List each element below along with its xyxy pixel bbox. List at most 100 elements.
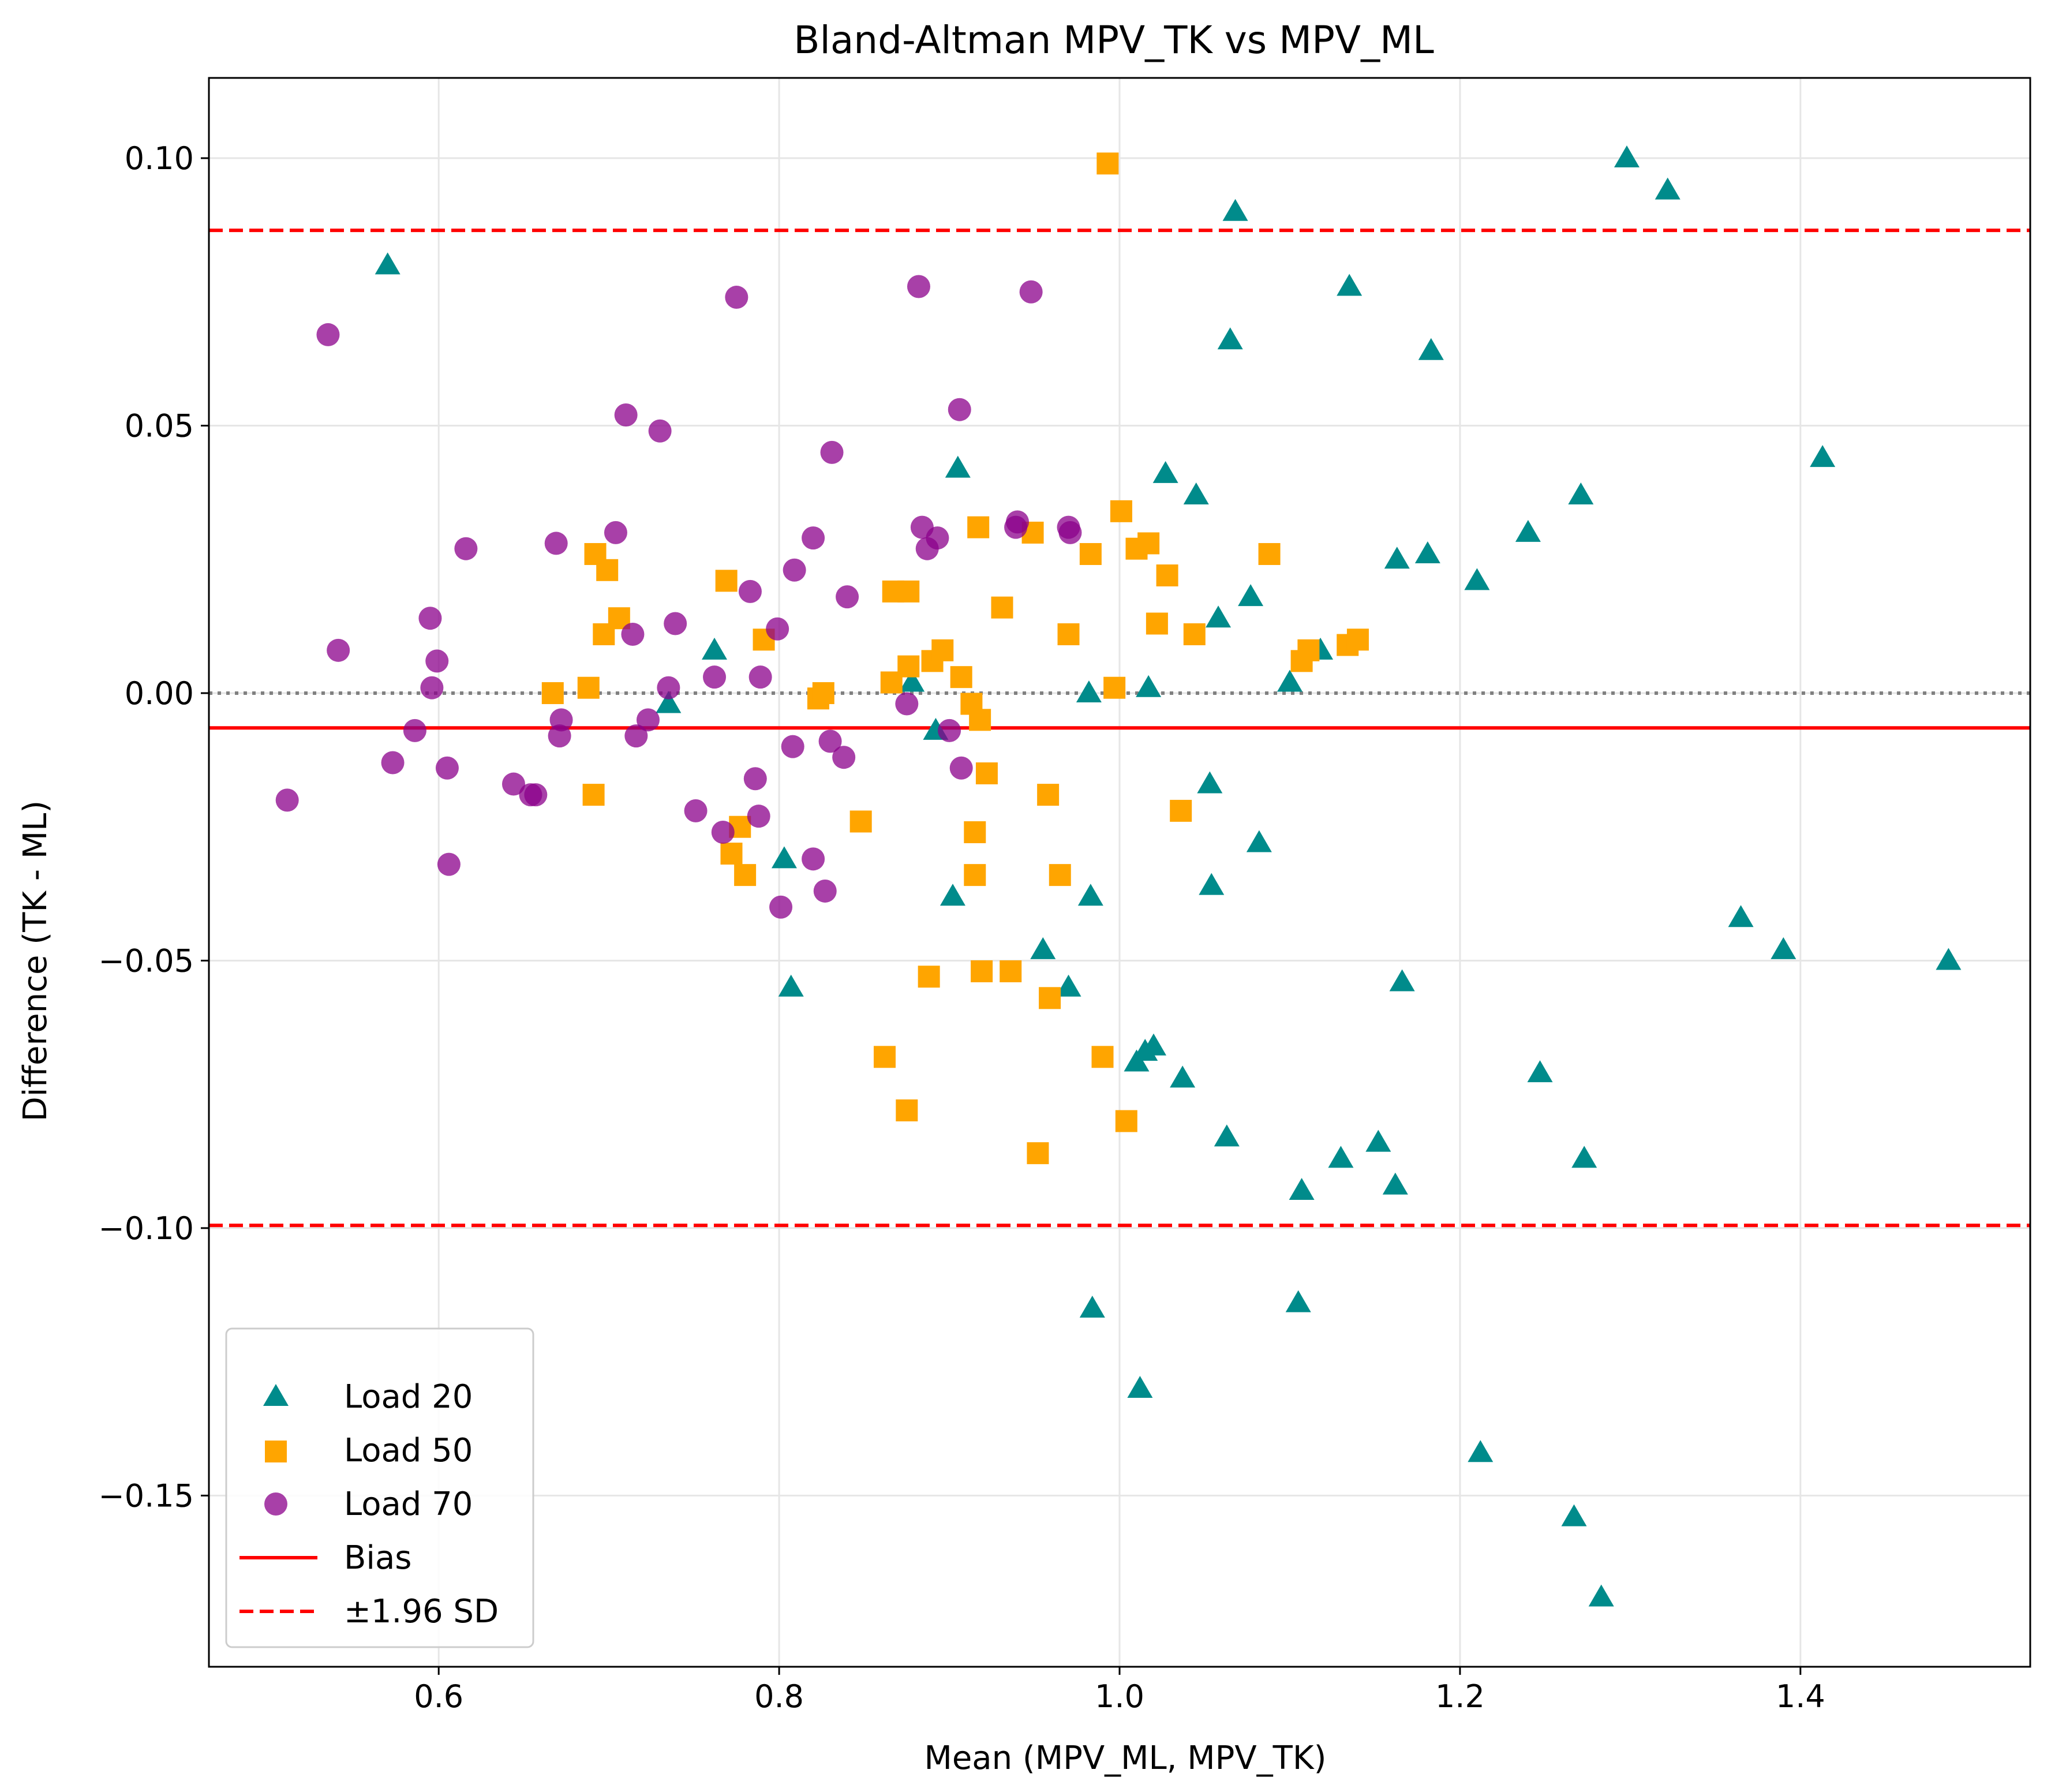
data-point [899, 669, 925, 692]
data-point [1389, 969, 1415, 992]
legend: Load 20 Load 50 Load 70 Bias ±1.96 SD [225, 1327, 534, 1648]
data-point [1103, 676, 1126, 699]
data-point [275, 788, 299, 812]
data-point [938, 719, 961, 742]
data-point [895, 692, 919, 716]
data-point [381, 751, 405, 775]
data-point [1328, 1146, 1354, 1168]
data-point [926, 526, 949, 550]
y-tick-label: 0.10 [125, 140, 194, 177]
data-point [1468, 1440, 1494, 1462]
data-point [524, 783, 548, 807]
data-point [849, 810, 872, 833]
data-point [945, 455, 971, 478]
data-point [971, 960, 993, 982]
y-tick-label: −0.05 [99, 942, 194, 979]
data-point [836, 585, 859, 609]
data-point [1346, 628, 1369, 651]
data-point [1277, 669, 1303, 692]
data-point [715, 570, 738, 592]
data-point [1127, 1375, 1153, 1398]
data-point [967, 516, 990, 538]
data-point [1137, 532, 1160, 555]
data-point [1217, 327, 1243, 350]
data-point [1238, 584, 1264, 607]
data-point [771, 846, 797, 869]
data-point [964, 864, 986, 886]
data-point [1146, 612, 1168, 635]
data-point [766, 617, 789, 641]
data-point [802, 526, 825, 550]
data-point [1515, 519, 1541, 542]
data-point [1414, 541, 1440, 563]
data-point [1006, 510, 1030, 534]
data-point [544, 532, 568, 555]
series-load-20 [375, 145, 1962, 1607]
data-point [1140, 1033, 1166, 1056]
data-point [931, 639, 954, 661]
data-point [437, 852, 461, 876]
data-point [1000, 960, 1022, 982]
data-point [577, 676, 600, 699]
data-point [327, 638, 350, 662]
data-point [1384, 547, 1410, 569]
data-point [420, 676, 444, 699]
data-point [950, 666, 972, 689]
data-point [1214, 1124, 1240, 1147]
chart-title: Bland-Altman MPV_TK vs MPV_ML [794, 18, 1434, 62]
data-point [1197, 771, 1223, 794]
x-axis-ticks: 0.6 0.8 1.0 1.2 1.4 [414, 1667, 1825, 1715]
data-point [969, 709, 991, 731]
data-point [1382, 1172, 1408, 1195]
data-point [1527, 1060, 1553, 1083]
data-point [720, 843, 743, 865]
data-point [991, 596, 1013, 619]
data-point [1037, 784, 1060, 806]
data-point [684, 799, 708, 822]
data-point [1027, 1142, 1049, 1165]
data-point [1561, 1504, 1587, 1527]
data-point [711, 820, 735, 844]
data-point [1199, 873, 1225, 895]
data-point [975, 762, 998, 785]
data-point [1418, 338, 1444, 360]
data-point [747, 805, 770, 828]
data-point [783, 558, 806, 582]
data-points [275, 145, 1962, 1607]
y-tick-label: 0.05 [125, 408, 194, 444]
legend-label-bias: Bias [344, 1539, 411, 1577]
data-point [918, 966, 940, 988]
data-point [636, 708, 660, 732]
legend-marker-load50 [265, 1441, 287, 1462]
x-tick-label: 1.4 [1776, 1678, 1825, 1715]
data-point [1183, 482, 1209, 505]
data-point [1936, 948, 1962, 970]
data-point [1170, 799, 1192, 822]
data-point [1568, 482, 1594, 505]
data-point [1136, 675, 1162, 697]
data-point [1077, 884, 1103, 906]
data-point [1771, 937, 1796, 959]
data-point [582, 784, 605, 806]
data-point [316, 323, 340, 346]
data-point [621, 623, 645, 646]
data-point [964, 821, 986, 843]
legend-marker-load70 [264, 1492, 287, 1516]
data-point [1258, 543, 1281, 565]
data-point [896, 1099, 918, 1121]
data-point [614, 403, 638, 427]
data-point [1285, 1290, 1311, 1312]
data-point [657, 676, 680, 699]
data-point [940, 884, 965, 906]
data-point [596, 559, 619, 581]
data-point [501, 772, 525, 796]
data-point [1049, 864, 1071, 886]
data-point [781, 735, 804, 758]
data-point [403, 719, 426, 742]
data-point [702, 637, 728, 660]
data-point [1588, 1584, 1614, 1607]
data-point [1655, 177, 1681, 200]
x-tick-label: 0.8 [754, 1678, 804, 1715]
x-tick-label: 0.6 [414, 1678, 463, 1715]
